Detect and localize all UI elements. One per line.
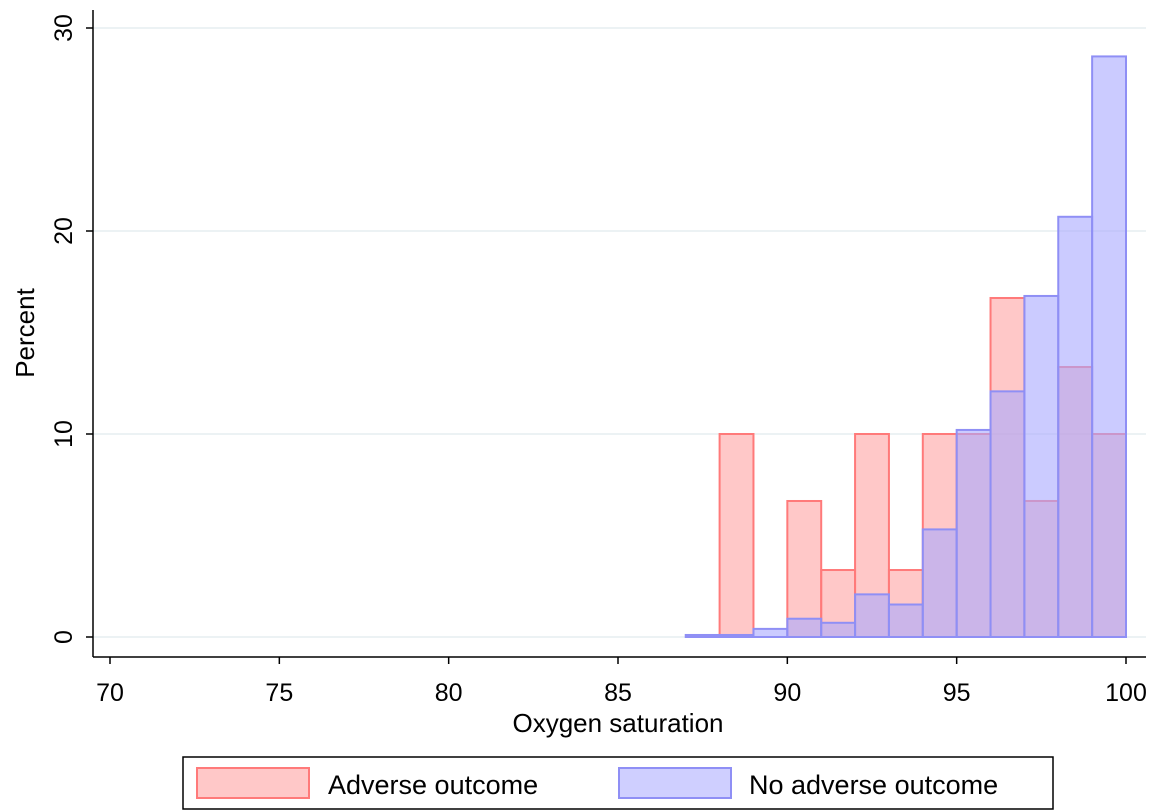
bar-series1-95 <box>955 428 992 638</box>
bar-series1-94 <box>921 528 958 638</box>
y-tick-label-0: 0 <box>50 630 78 644</box>
bar-series1-97 <box>1023 294 1060 638</box>
y-tick-label-30: 30 <box>50 14 78 42</box>
x-tick-label-100: 100 <box>1105 679 1147 707</box>
x-tick-label-80: 80 <box>435 679 463 707</box>
x-tick-label-70: 70 <box>96 679 124 707</box>
x-axis-title: Oxygen saturation <box>512 708 723 738</box>
histogram-bars <box>684 55 1127 639</box>
bar-series1-98 <box>1057 215 1094 638</box>
y-tick-label-10: 10 <box>50 420 78 448</box>
bar-series0-90 <box>786 499 823 638</box>
legend: Adverse outcome No adverse outcome <box>182 756 1054 810</box>
bar-series1-89 <box>752 627 789 639</box>
legend-swatch-no-adverse <box>618 767 732 799</box>
axes <box>92 10 1146 658</box>
bar-series1-96 <box>989 390 1026 638</box>
legend-label-no-adverse: No adverse outcome <box>749 770 998 800</box>
bar-series1-90 <box>786 617 823 638</box>
y-axis-title: Percent <box>10 287 40 377</box>
x-tick-label-75: 75 <box>265 679 293 707</box>
legend-label-adverse: Adverse outcome <box>328 770 538 800</box>
x-tick-label-85: 85 <box>604 679 632 707</box>
bar-series1-88 <box>718 633 755 638</box>
bar-series1-91 <box>820 621 857 638</box>
series-1-bars <box>684 55 1127 639</box>
bar-series0-88 <box>718 433 755 638</box>
bar-series1-92 <box>854 593 890 638</box>
legend-swatch-adverse <box>196 767 310 799</box>
y-tick-label-20: 20 <box>50 217 78 245</box>
ticks: 0 10 20 30 70 75 80 85 90 95 100 <box>50 14 1147 707</box>
bar-series1-87 <box>684 633 721 638</box>
bar-series1-99 <box>1091 55 1127 639</box>
x-tick-label-90: 90 <box>773 679 801 707</box>
x-tick-label-95: 95 <box>943 679 971 707</box>
bar-series1-93 <box>887 603 924 639</box>
